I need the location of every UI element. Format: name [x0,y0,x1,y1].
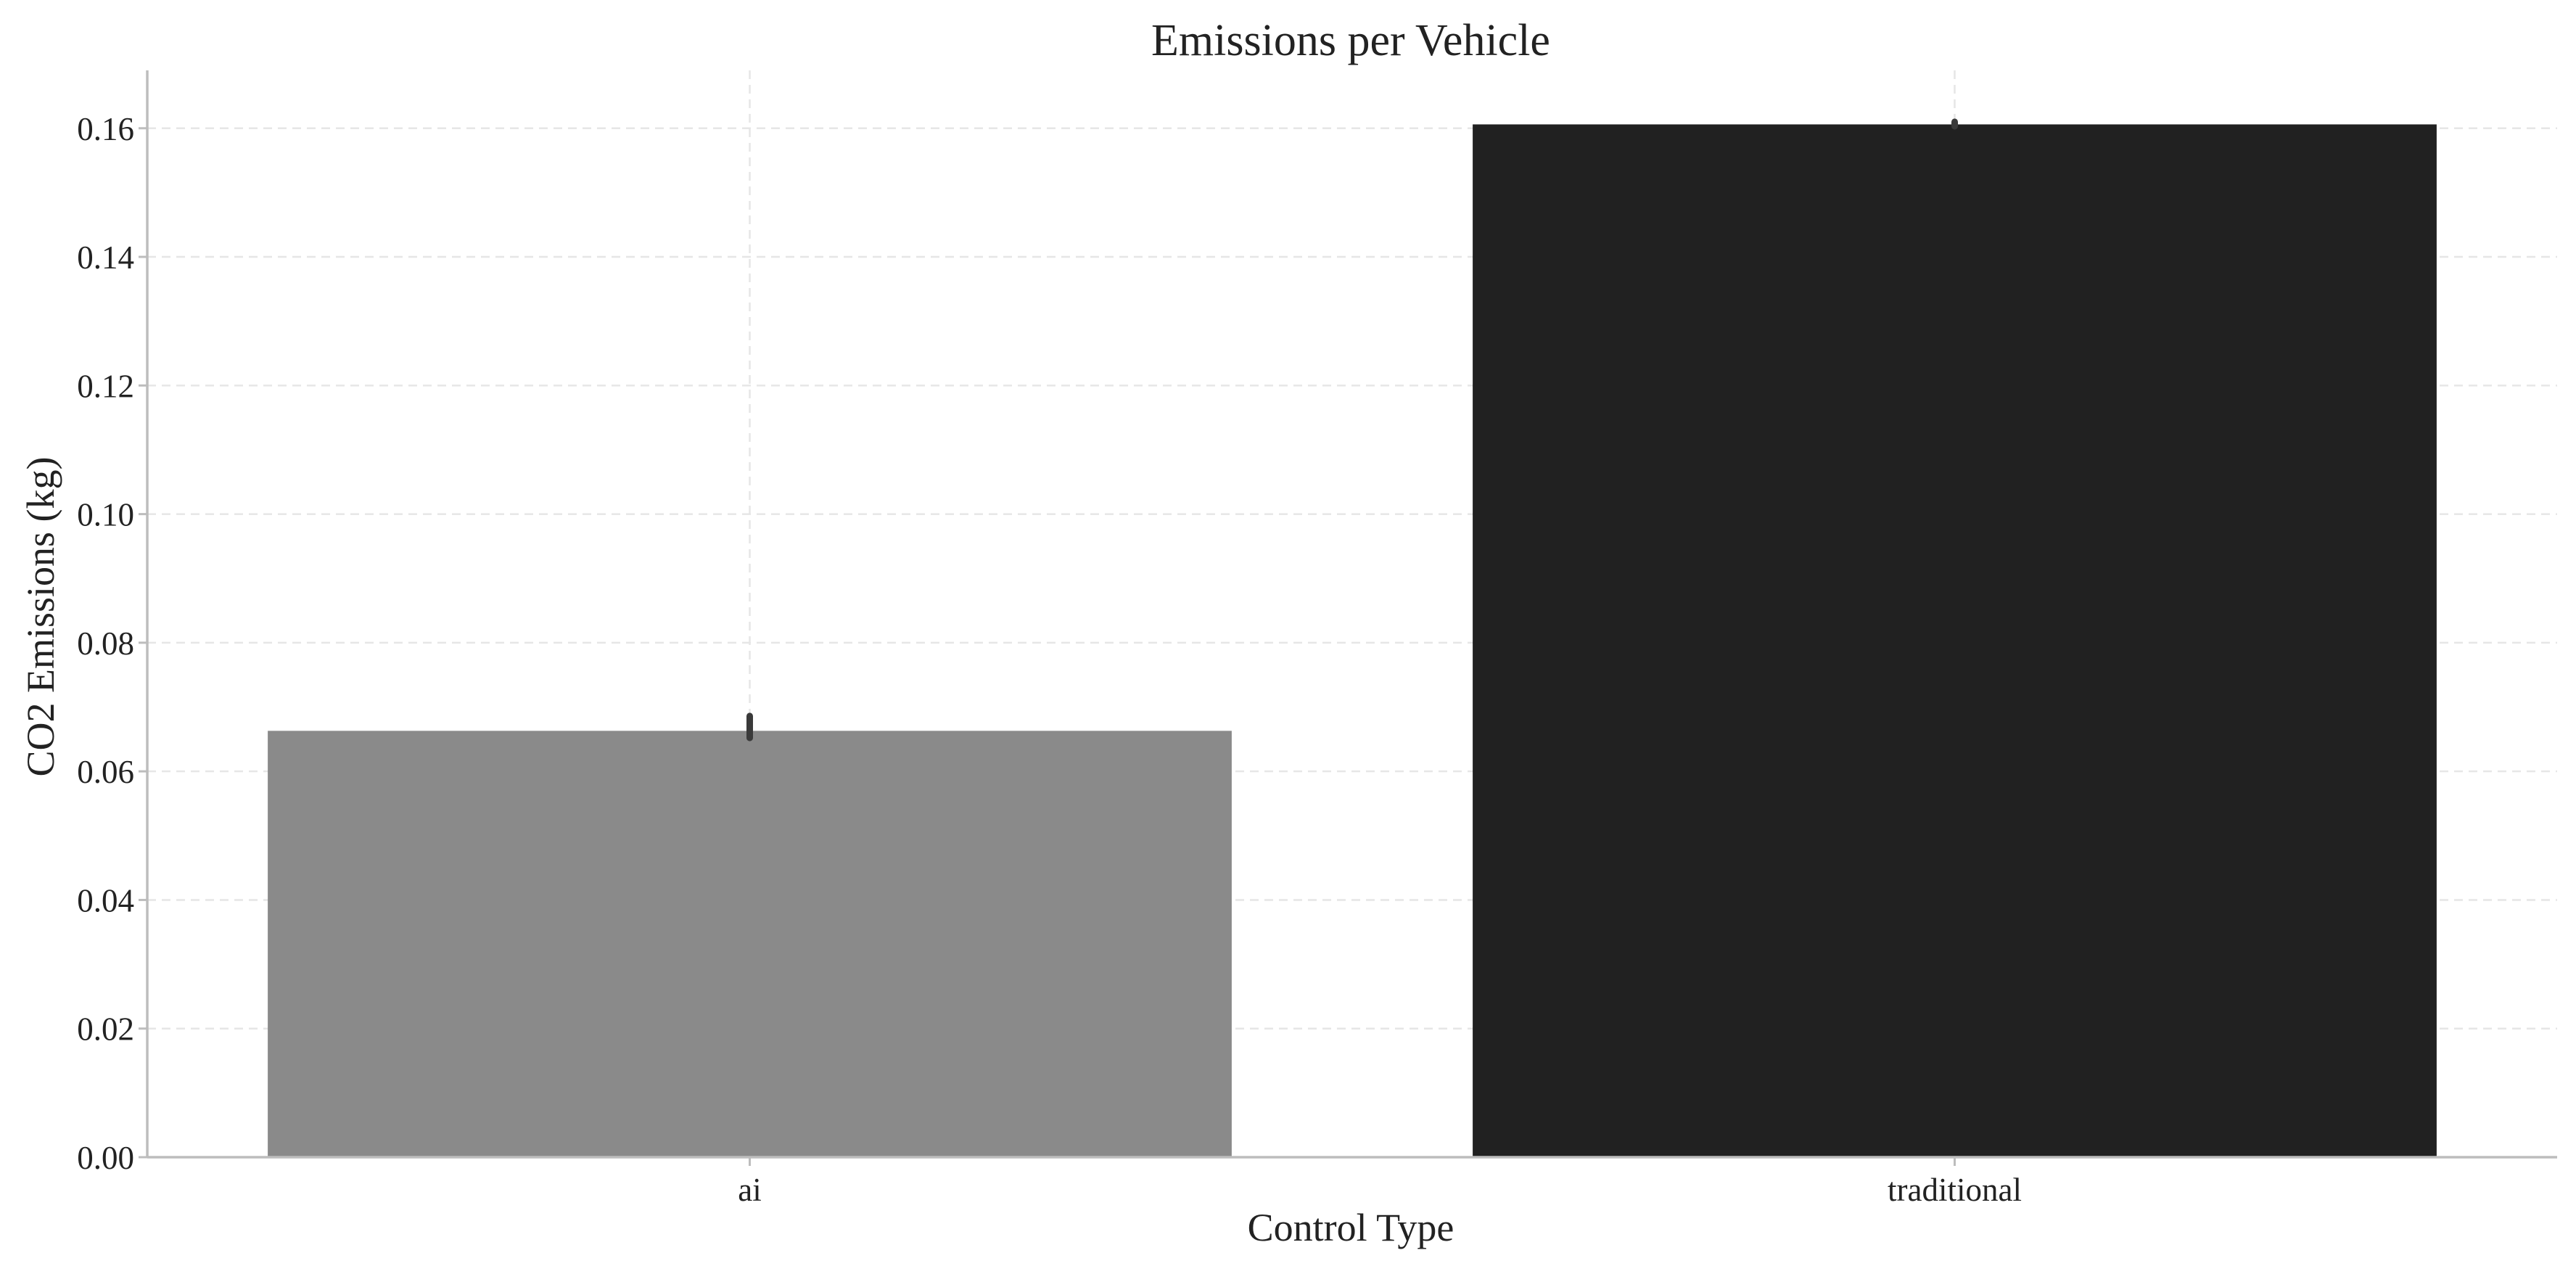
y-tick-label: 0.12 [77,368,134,404]
bars-layer [268,118,2437,1158]
axes-layer [146,70,2557,1159]
y-tick-label: 0.16 [77,111,134,147]
x-tick-label-traditional: traditional [1888,1172,2022,1208]
y-axis-label: CO2 Emissions (kg) [19,456,62,776]
y-tick-label: 0.14 [77,239,134,276]
y-tick-label: 0.04 [77,882,134,918]
ticks-layer: 0.00 0.02 0.04 0.06 0.08 0.10 0.12 0.14 0.16 ai tr… [77,111,2022,1208]
y-tick-label: 0.06 [77,754,134,790]
y-tick-label: 0.08 [77,625,134,662]
bar-traditional [1473,124,2437,1158]
x-axis-label: Control Type [1248,1206,1454,1249]
y-tick-label: 0.02 [77,1011,134,1048]
bar-ai [268,731,1232,1157]
y-tick-label: 0.00 [77,1140,134,1176]
chart-title: Emissions per Vehicle [1151,16,1550,65]
x-tick-label-ai: ai [738,1172,761,1208]
y-tick-label: 0.10 [77,497,134,533]
